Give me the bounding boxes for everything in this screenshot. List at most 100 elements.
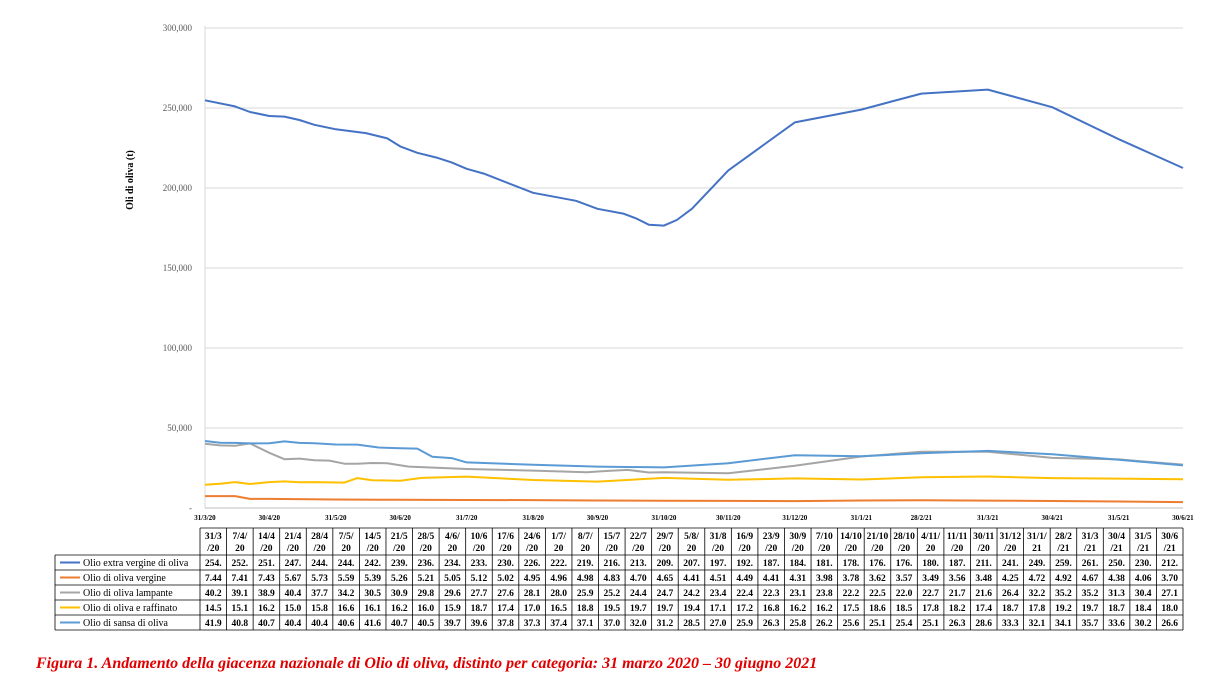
table-cell: 3.48: [975, 574, 992, 584]
table-cell: 16.0: [418, 604, 435, 614]
table-header: 20: [554, 544, 564, 554]
table-header: 31/3: [1082, 532, 1099, 542]
x-tick-label: 31/5/21: [1108, 514, 1130, 522]
table-cell: 19.7: [1082, 604, 1099, 614]
table-header: 1/7/: [551, 532, 566, 542]
table-cell: 4.31: [789, 574, 806, 584]
table-cell: 19.2: [1055, 604, 1072, 614]
table-cell: 25.8: [789, 619, 806, 629]
table-cell: 211.: [976, 559, 992, 569]
table-cell: 17.8: [922, 604, 939, 614]
table-header: 30/11: [973, 532, 994, 542]
table-cell: 34.2: [338, 589, 355, 599]
table-header: 28/2: [1055, 532, 1072, 542]
table-cell: 5.02: [497, 574, 514, 584]
table-header: 20: [235, 544, 245, 554]
table-cell: 35.7: [1082, 619, 1099, 629]
table-cell: 261.: [1082, 559, 1099, 569]
table-cell: 187.: [763, 559, 780, 569]
table-cell: 251.: [258, 559, 275, 569]
table-cell: 40.7: [258, 619, 275, 629]
table-cell: 197.: [710, 559, 727, 569]
table-header: /21: [1083, 544, 1096, 554]
table-cell: 4.72: [1029, 574, 1046, 584]
table-cell: 26.6: [1161, 619, 1178, 629]
table-cell: 19.7: [630, 604, 647, 614]
series-name: Olio di oliva vergine: [83, 573, 166, 584]
table-cell: 24.7: [657, 589, 674, 599]
table-header: 20: [341, 544, 351, 554]
x-tick-label: 31/3/21: [977, 514, 999, 522]
table-cell: 4.41: [763, 574, 780, 584]
table-header: /20: [711, 544, 724, 554]
table-header: 29/7: [656, 532, 673, 542]
table-header: 21/4: [285, 532, 302, 542]
table-header: 14/4: [258, 532, 275, 542]
series-name: Olio di oliva lampante: [83, 588, 173, 599]
table-cell: 17.0: [524, 604, 541, 614]
series-lines: [204, 88, 1184, 504]
table-header: 20: [926, 544, 936, 554]
table-cell: 5.12: [471, 574, 488, 584]
table-cell: 37.4: [550, 619, 567, 629]
table-cell: 27.1: [1161, 589, 1178, 599]
table-cell: 25.1: [922, 619, 939, 629]
table-header: 28/5: [417, 532, 434, 542]
table-header: /20: [472, 544, 485, 554]
table-header: 28/10: [893, 532, 915, 542]
table-cell: 37.0: [603, 619, 620, 629]
table-cell: 26.3: [949, 619, 966, 629]
table-cell: 226.: [524, 559, 541, 569]
table-header: /20: [950, 544, 963, 554]
table-cell: 22.0: [896, 589, 913, 599]
table-cell: 18.0: [1161, 604, 1178, 614]
table-header: /20: [605, 544, 618, 554]
table-cell: 25.6: [843, 619, 860, 629]
table-cell: 18.7: [1108, 604, 1125, 614]
y-tick-label: 200,000: [163, 183, 193, 193]
table-cell: 19.5: [603, 604, 620, 614]
table-cell: 28.5: [683, 619, 700, 629]
table-header: /20: [286, 544, 299, 554]
table-cell: 176.: [869, 559, 886, 569]
table-cell: 3.62: [869, 574, 886, 584]
table-header: 31/1/: [1027, 532, 1047, 542]
table-cell: 37.3: [524, 619, 541, 629]
table-header: 21/10: [867, 532, 889, 542]
series-name: Olio extra vergine di oliva: [83, 558, 189, 569]
table-cell: 26.2: [816, 619, 833, 629]
table-header: 7/10: [816, 532, 833, 542]
table-header: /20: [366, 544, 379, 554]
table-cell: 5.05: [444, 574, 461, 584]
table-cell: 249.: [1029, 559, 1046, 569]
x-tick-label: 31/7/20: [456, 514, 478, 522]
table-cell: 4.83: [603, 574, 620, 584]
table-cell: 176.: [896, 559, 913, 569]
table-cell: 242.: [364, 559, 381, 569]
table-cell: 15.1: [232, 604, 249, 614]
x-tick-label: 30/4/21: [1041, 514, 1063, 522]
table-cell: 40.4: [311, 619, 328, 629]
gridlines: [204, 26, 1183, 509]
table-cell: 41.9: [205, 619, 222, 629]
table-cell: 16.2: [258, 604, 275, 614]
table-cell: 16.2: [391, 604, 408, 614]
table-cell: 5.26: [391, 574, 408, 584]
table-header: 30/6: [1161, 532, 1178, 542]
table-cell: 230.: [497, 559, 514, 569]
table-cell: 180.: [922, 559, 939, 569]
table-cell: 37.8: [497, 619, 514, 629]
table-cell: 254.: [205, 559, 222, 569]
table-cell: 27.7: [471, 589, 488, 599]
table-header: 14/10: [840, 532, 862, 542]
table-header: 21: [1032, 544, 1042, 554]
table-cell: 33.6: [1108, 619, 1125, 629]
figure-caption: Figura 1. Andamento della giacenza nazio…: [36, 655, 818, 672]
table-cell: 18.8: [577, 604, 594, 614]
table-header: 16/9: [736, 532, 753, 542]
table-cell: 16.2: [816, 604, 833, 614]
table-header: /20: [525, 544, 538, 554]
x-tick-label: 31/3/20: [194, 514, 216, 522]
table-header: /20: [817, 544, 830, 554]
table-header: 23/9: [763, 532, 780, 542]
